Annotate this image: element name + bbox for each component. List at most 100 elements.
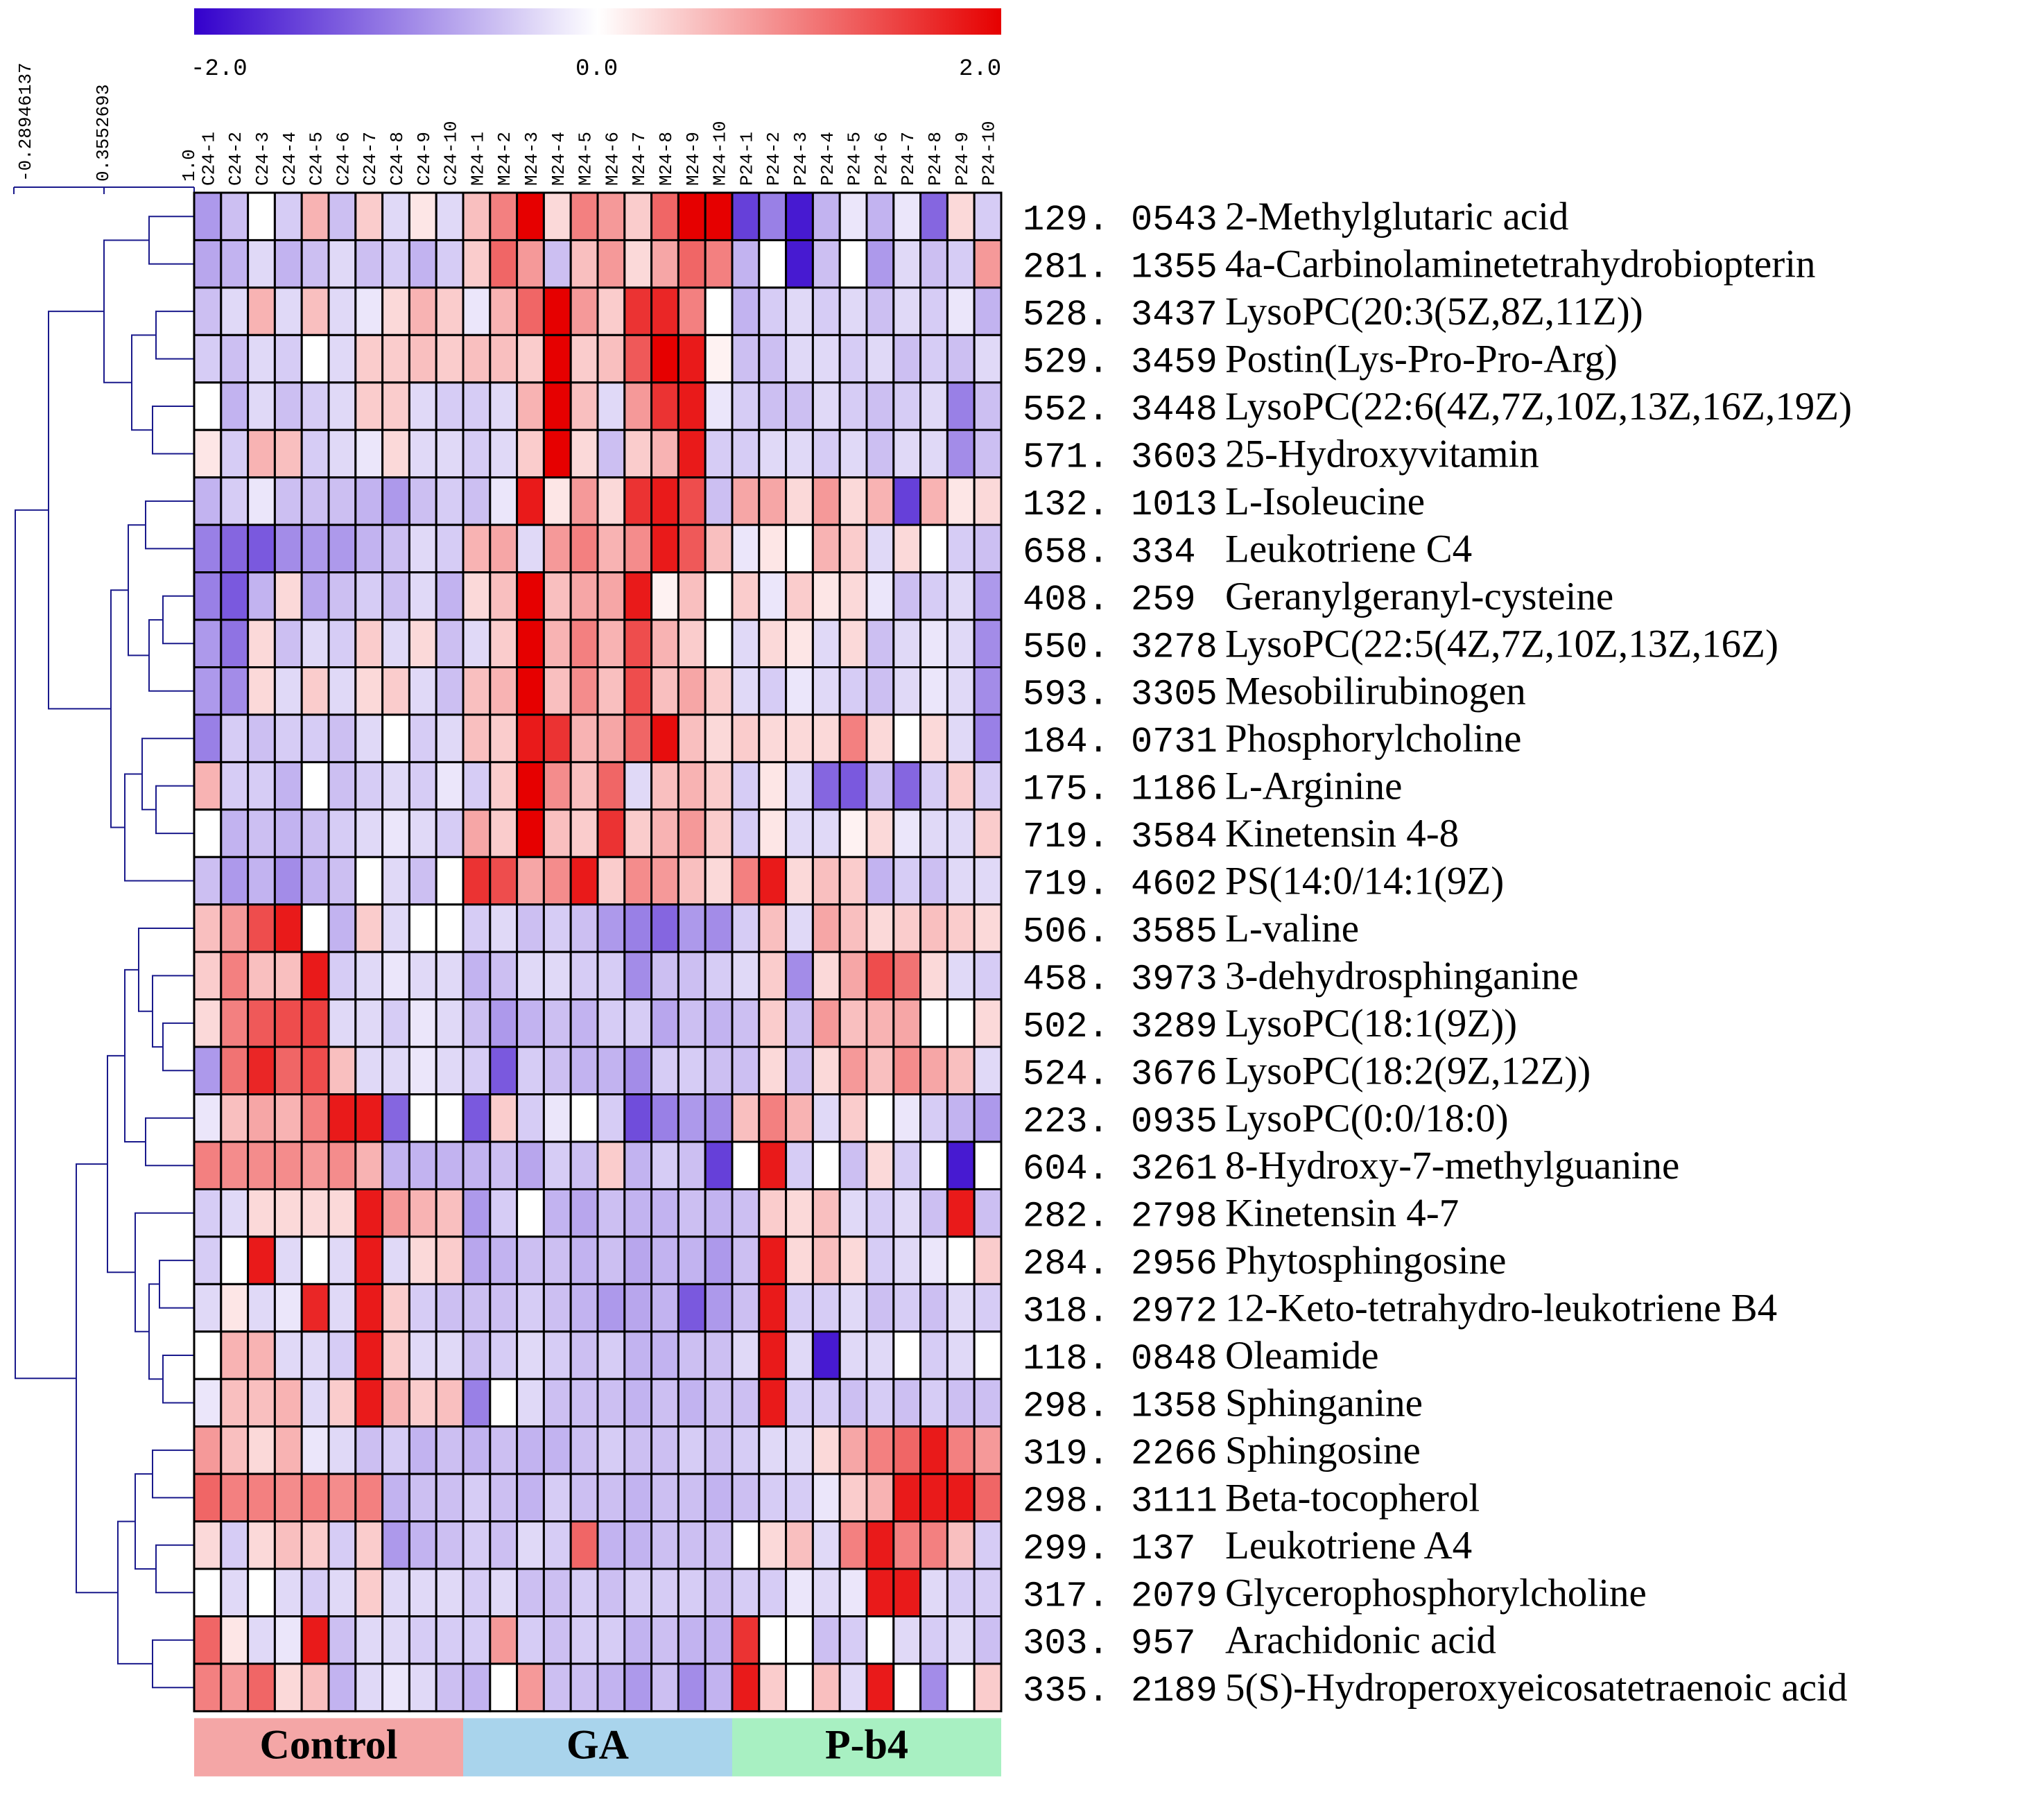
row-metabolite-label: LysoPC(22:5(4Z,7Z,10Z,13Z,16Z)	[1225, 622, 1778, 666]
heatmap-cell	[811, 333, 841, 384]
heatmap-cell	[435, 903, 465, 953]
heatmap-cell	[300, 998, 330, 1048]
heatmap-cell	[704, 1283, 734, 1333]
heatmap-cell	[865, 1188, 895, 1238]
column-label: P24-8	[925, 132, 946, 186]
heatmap-cell	[193, 1188, 223, 1238]
heatmap-cell	[327, 1662, 357, 1712]
heatmap-cell	[354, 903, 384, 953]
heatmap-cell	[838, 761, 868, 811]
heatmap-cell	[247, 238, 276, 289]
heatmap-cell	[247, 428, 276, 479]
heatmap-cell	[892, 618, 922, 668]
heatmap-cell	[838, 286, 868, 336]
heatmap-cell	[623, 428, 653, 479]
dendrogram-branch	[148, 216, 194, 265]
heatmap-cell	[946, 618, 976, 668]
heatmap-cell	[220, 1045, 250, 1096]
heatmap-cell	[596, 476, 626, 526]
heatmap-cell	[220, 618, 250, 668]
heatmap-cell	[193, 191, 223, 241]
column-label: M24-7	[629, 132, 650, 186]
heatmap-cell	[489, 1472, 519, 1523]
row-mz-label: 502. 3289	[1023, 1007, 1218, 1048]
heatmap-cell	[327, 808, 357, 858]
heatmap-cell	[381, 191, 410, 241]
heatmap-cell	[354, 1378, 384, 1428]
row-metabolite-label: Phosphorylcholine	[1225, 717, 1521, 761]
heatmap-cell	[677, 808, 707, 858]
row-mz-label: 129. 0543	[1023, 200, 1218, 241]
heatmap-cell	[865, 476, 895, 526]
color-scale-mid-label: 0.0	[575, 56, 618, 82]
heatmap-cell	[300, 1567, 330, 1618]
heatmap-cell	[220, 191, 250, 241]
heatmap-cell	[247, 1093, 276, 1143]
heatmap-cell	[408, 476, 438, 526]
heatmap-cell	[650, 903, 679, 953]
row-mz-label: 303. 957	[1023, 1624, 1196, 1665]
heatmap-cell	[838, 1567, 868, 1618]
row-mz-label: 552. 3448	[1023, 390, 1218, 431]
heatmap-cell	[220, 1093, 250, 1143]
heatmap-cell	[300, 903, 330, 953]
heatmap-cell	[838, 1615, 868, 1665]
heatmap-cell	[946, 998, 976, 1048]
heatmap-cell	[785, 523, 814, 574]
heatmap-cell	[785, 1093, 814, 1143]
heatmap-cell	[569, 1235, 599, 1285]
heatmap-cell	[811, 1615, 841, 1665]
heatmap-cell	[542, 950, 572, 1001]
heatmap-cell	[811, 761, 841, 811]
column-label: C24-8	[387, 132, 408, 186]
row-mz-label: 458. 3973	[1023, 959, 1218, 1000]
row-metabolite-label: 12-Keto-tetrahydro-leukotriene B4	[1225, 1287, 1777, 1330]
heatmap-cell	[300, 333, 330, 384]
heatmap-cell	[542, 1472, 572, 1523]
heatmap-cell	[327, 381, 357, 431]
heatmap-cell	[892, 1188, 922, 1238]
heatmap-cell	[569, 1520, 599, 1570]
heatmap-cell	[946, 571, 976, 621]
heatmap-cell	[758, 1045, 788, 1096]
heatmap-cell	[865, 286, 895, 336]
heatmap-cell	[677, 1188, 707, 1238]
row-mz-label: 282. 2798	[1023, 1197, 1218, 1237]
heatmap-cell	[435, 1140, 465, 1190]
heatmap-cell	[516, 903, 545, 953]
heatmap-cell	[973, 998, 1003, 1048]
heatmap-cell	[731, 808, 761, 858]
heatmap-cell	[731, 238, 761, 289]
heatmap-cell	[677, 1093, 707, 1143]
heatmap-cell	[381, 523, 410, 574]
heatmap-cell	[193, 1330, 223, 1380]
heatmap-cell	[650, 1472, 679, 1523]
heatmap-cell	[838, 713, 868, 763]
column-label: M24-3	[521, 132, 542, 186]
heatmap-cell	[193, 1567, 223, 1618]
heatmap-cell	[865, 571, 895, 621]
heatmap-cell	[247, 523, 276, 574]
heatmap-cell	[704, 1567, 734, 1618]
heatmap-cell	[785, 1520, 814, 1570]
heatmap-cell	[462, 1425, 492, 1475]
heatmap-cell	[811, 476, 841, 526]
heatmap-cell	[408, 571, 438, 621]
heatmap-cell	[542, 903, 572, 953]
heatmap-cell	[919, 855, 949, 906]
heatmap-cell	[354, 1045, 384, 1096]
heatmap-cell	[946, 950, 976, 1001]
heatmap-cell	[273, 1425, 303, 1475]
heatmap-cell	[650, 1188, 679, 1238]
heatmap-cell	[569, 428, 599, 479]
heatmap-cell	[596, 1378, 626, 1428]
dendrogram-branch	[15, 509, 76, 1380]
heatmap-cell	[354, 761, 384, 811]
heatmap-cell	[650, 286, 679, 336]
heatmap-cell	[489, 1567, 519, 1618]
heatmap-cell	[193, 1520, 223, 1570]
heatmap-cell	[489, 1140, 519, 1190]
row-metabolite-label: Mesobilirubinogen	[1225, 670, 1526, 713]
heatmap-cell	[542, 1283, 572, 1333]
row-mz-label: 408. 259	[1023, 580, 1196, 620]
